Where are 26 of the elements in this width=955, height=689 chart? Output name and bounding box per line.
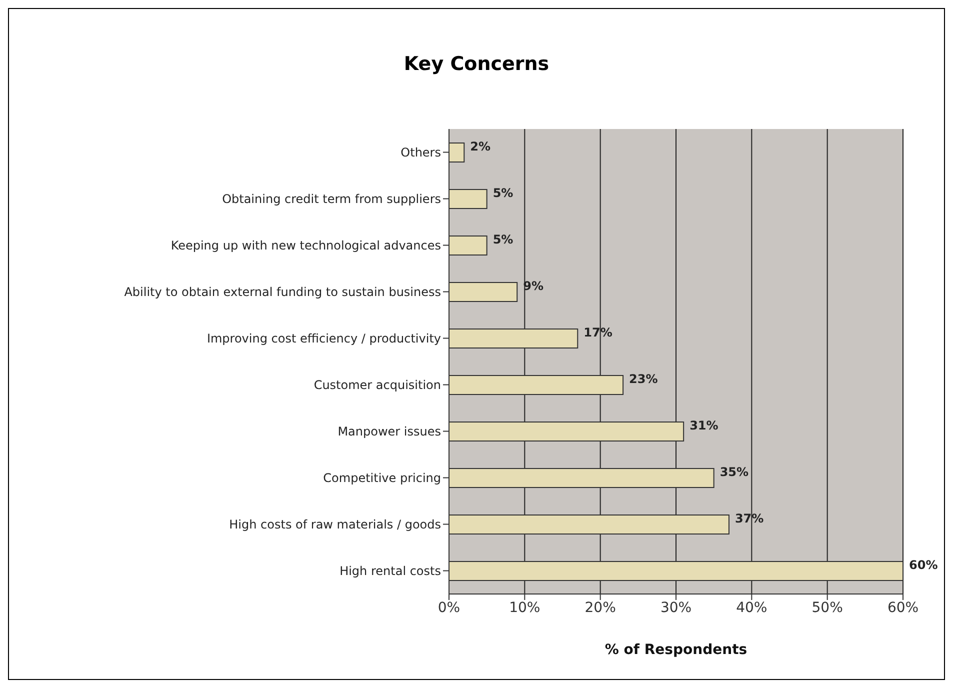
x-tick-label: 10% <box>509 600 540 616</box>
y-tick-label: Improving cost efficiency / productivity <box>206 332 441 346</box>
y-tick-label: Customer acquisition <box>314 378 441 392</box>
x-tick-label: 0% <box>438 600 460 616</box>
x-tick-label: 60% <box>887 600 919 616</box>
y-tick-label: Others <box>400 146 441 160</box>
x-axis-title: % of Respondents <box>604 642 748 658</box>
data-label: 60% <box>909 558 938 572</box>
data-label: 5% <box>492 186 514 200</box>
data-label: 23% <box>629 372 658 386</box>
data-label: 5% <box>492 232 514 246</box>
x-tick-label: 30% <box>660 600 692 616</box>
data-label: 2% <box>470 139 491 154</box>
y-tick-label: Obtaining credit term from suppliers <box>222 192 441 206</box>
y-tick-label: High rental costs <box>340 564 441 578</box>
y-tick-label: Keeping up with new technological advances <box>170 238 441 253</box>
y-tick-label: Competitive pricing <box>323 471 441 486</box>
data-label: 35% <box>720 464 749 479</box>
y-tick-label: Manpower issues <box>338 424 441 439</box>
x-tick-label: 20% <box>584 600 616 616</box>
y-tick-label: High costs of raw materials / goods <box>229 518 441 532</box>
x-tick-label: 40% <box>736 600 768 616</box>
chart-title: Key Concerns <box>402 53 550 75</box>
x-tick-label: 50% <box>812 600 843 616</box>
data-label: 31% <box>690 418 718 432</box>
y-tick-label: Ability to obtain external funding to sustain business <box>124 285 441 300</box>
